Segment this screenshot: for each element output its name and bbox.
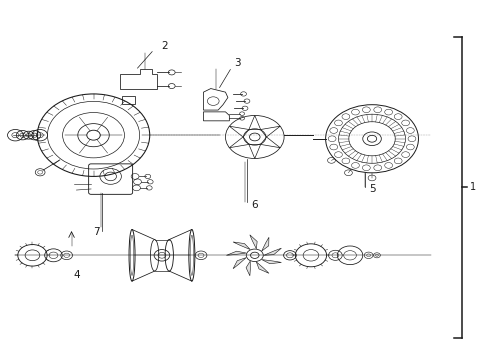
Polygon shape: [262, 260, 281, 264]
Polygon shape: [233, 242, 250, 249]
Text: 5: 5: [369, 184, 375, 194]
Polygon shape: [250, 235, 257, 249]
Text: 3: 3: [234, 58, 241, 68]
Polygon shape: [256, 262, 269, 273]
Polygon shape: [226, 251, 246, 255]
Text: 6: 6: [251, 200, 258, 210]
Text: 7: 7: [93, 227, 99, 237]
Text: 2: 2: [161, 41, 168, 50]
Text: 1: 1: [470, 182, 476, 192]
Polygon shape: [264, 248, 281, 255]
Polygon shape: [246, 261, 250, 276]
Polygon shape: [262, 237, 269, 251]
Bar: [122, 96, 135, 104]
Polygon shape: [233, 258, 246, 269]
Text: 4: 4: [73, 270, 80, 280]
